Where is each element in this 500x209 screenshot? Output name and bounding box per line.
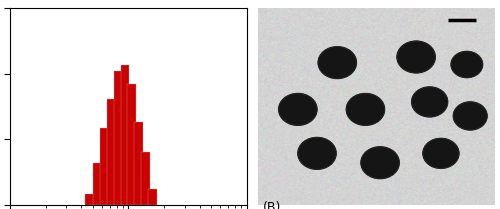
Bar: [85, 194, 94, 205]
Circle shape: [451, 51, 482, 78]
Bar: [148, 189, 156, 205]
Circle shape: [423, 138, 459, 168]
Bar: [100, 127, 108, 205]
Circle shape: [397, 41, 436, 73]
Bar: [93, 163, 102, 205]
Bar: [134, 122, 142, 205]
Bar: [120, 65, 129, 205]
Text: (B): (B): [263, 201, 281, 209]
Circle shape: [318, 47, 356, 79]
Bar: [141, 152, 150, 205]
Circle shape: [454, 102, 487, 130]
Circle shape: [298, 138, 336, 169]
Bar: [114, 71, 122, 205]
Bar: [128, 84, 136, 205]
Circle shape: [361, 147, 399, 179]
Circle shape: [278, 93, 317, 125]
Bar: [107, 99, 116, 205]
Circle shape: [346, 93, 385, 125]
Circle shape: [412, 87, 448, 117]
